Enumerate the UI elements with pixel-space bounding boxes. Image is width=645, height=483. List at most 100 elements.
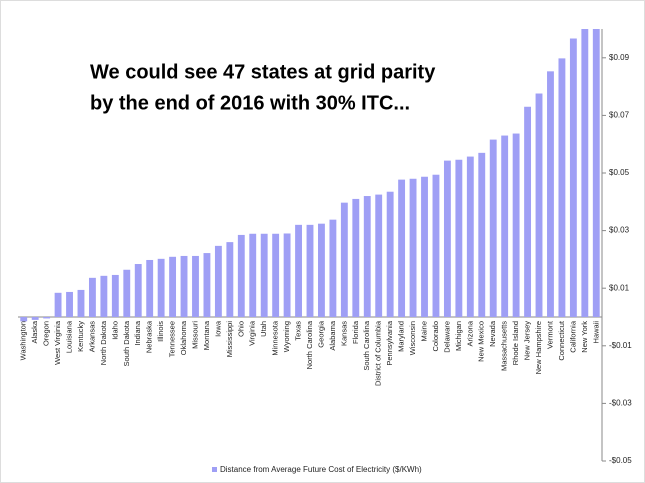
bar xyxy=(20,317,28,322)
bar xyxy=(547,71,554,317)
bar xyxy=(524,106,532,317)
bar xyxy=(260,233,268,317)
bar xyxy=(535,93,543,318)
x-tick-label: North Carolina xyxy=(305,320,314,369)
x-tick-label: Arizona xyxy=(465,320,474,346)
bar xyxy=(306,224,314,317)
x-tick-label: Tennessee xyxy=(168,321,177,357)
bar xyxy=(226,242,234,317)
x-tick-label: Montana xyxy=(202,320,211,350)
x-tick-label: Kansas xyxy=(339,321,348,346)
bar xyxy=(203,253,211,317)
x-tick-label: Virginia xyxy=(248,320,257,346)
bar xyxy=(558,58,566,317)
x-tick-label: New Jersey xyxy=(523,321,532,360)
x-tick-label: Maine xyxy=(419,321,428,341)
x-tick-label: California xyxy=(568,320,577,353)
x-tick-label: Vermont xyxy=(545,320,554,349)
x-tick-label: Alabama xyxy=(328,320,337,350)
bar xyxy=(340,202,348,317)
x-tick-label: Colorado xyxy=(431,321,440,351)
y-tick-label: $0.01 xyxy=(609,283,630,292)
bar xyxy=(318,223,325,317)
x-tick-label: Wisconsin xyxy=(408,321,417,355)
bar xyxy=(180,255,188,317)
bar xyxy=(569,38,577,318)
y-tick-label: $0.03 xyxy=(609,226,630,235)
x-tick-label: Michigan xyxy=(454,321,463,351)
x-tick-label: Oklahoma xyxy=(179,320,188,355)
bar xyxy=(54,292,62,317)
x-tick-label: Arkansas xyxy=(87,321,96,353)
bar xyxy=(134,264,142,317)
bar xyxy=(398,179,406,317)
x-tick-label: Rhode Island xyxy=(511,321,520,365)
bar xyxy=(478,152,486,317)
x-tick-label: Washington xyxy=(19,321,28,360)
x-tick-label: North Dakota xyxy=(99,320,108,365)
bar xyxy=(455,159,463,317)
y-tick-label: -$0.03 xyxy=(609,399,632,408)
bar xyxy=(43,317,51,319)
x-tick-label: Georgia xyxy=(316,320,325,348)
bar xyxy=(363,196,371,317)
bar xyxy=(432,174,440,317)
x-tick-label: Idaho xyxy=(110,321,119,340)
bar xyxy=(66,291,73,317)
x-tick-label: New York xyxy=(580,321,589,353)
x-tick-label: Missouri xyxy=(190,321,199,349)
x-tick-label: Wyoming xyxy=(282,321,291,352)
x-tick-label: Ohio xyxy=(236,321,245,337)
x-tick-label: Kentucky xyxy=(76,321,85,352)
x-tick-label: Hawaii xyxy=(591,321,600,344)
bar xyxy=(283,233,291,317)
bar xyxy=(489,139,497,317)
x-tick-label: Indiana xyxy=(133,320,142,345)
x-tick-label: District of Columbia xyxy=(374,320,383,386)
x-tick-label: Nebraska xyxy=(145,320,154,353)
x-tick-label: Nevada xyxy=(488,320,497,347)
y-tick-label: -$0.05 xyxy=(609,456,632,465)
bar xyxy=(214,245,222,317)
bar xyxy=(111,274,119,317)
bar xyxy=(443,160,451,317)
x-tick-label: New Hampshire xyxy=(534,321,543,374)
bar xyxy=(386,191,394,317)
legend-label: Distance from Average Future Cost of Ele… xyxy=(220,465,422,474)
bar xyxy=(249,233,257,317)
legend-swatch xyxy=(212,467,217,472)
x-tick-label: Maryland xyxy=(397,321,406,352)
bar xyxy=(31,317,39,320)
bar xyxy=(169,256,177,317)
bar xyxy=(77,289,85,317)
bar xyxy=(421,176,428,317)
x-tick-label: Illinois xyxy=(156,321,165,342)
x-tick-label: Massachusetts xyxy=(500,321,509,371)
bar xyxy=(512,133,520,317)
x-tick-label: Texas xyxy=(294,321,303,341)
x-tick-label: Delaware xyxy=(442,321,451,353)
bar xyxy=(100,275,108,317)
bar xyxy=(466,156,474,317)
bar xyxy=(501,135,509,317)
bar xyxy=(409,178,417,317)
x-tick-label: South Dakota xyxy=(122,320,131,366)
bar xyxy=(329,219,337,317)
bar xyxy=(237,234,245,317)
y-tick-label: $0.09 xyxy=(609,53,630,62)
chart-title: by the end of 2016 with 30% ITC... xyxy=(90,92,410,114)
x-tick-label: Florida xyxy=(351,320,360,344)
x-tick-label: Louisiana xyxy=(65,320,74,353)
bar xyxy=(272,233,280,317)
x-tick-label: Alaska xyxy=(30,320,39,343)
y-tick-label: -$0.01 xyxy=(609,341,632,350)
bar xyxy=(581,29,589,317)
bar xyxy=(352,198,360,317)
bar xyxy=(592,29,600,317)
bar xyxy=(375,194,383,317)
bar xyxy=(88,277,96,317)
x-tick-label: Oregon xyxy=(42,321,51,346)
chart-title: We could see 47 states at grid parity xyxy=(90,61,436,83)
x-tick-label: South Carolina xyxy=(362,320,371,370)
